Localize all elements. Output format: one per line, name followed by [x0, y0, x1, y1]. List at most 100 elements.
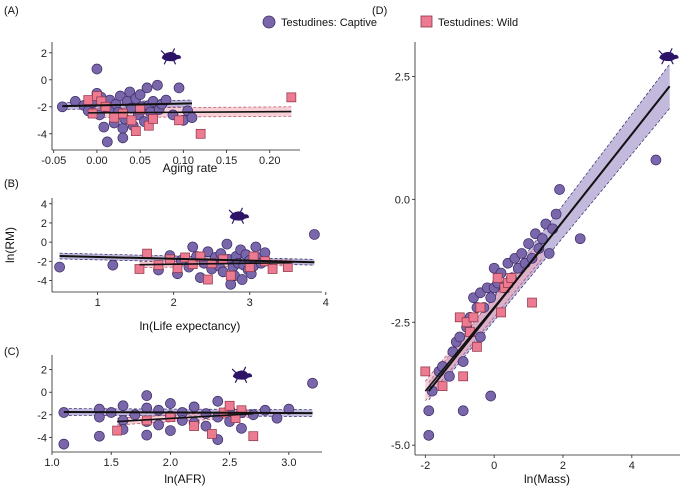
- y-tick-label: 2: [41, 218, 47, 230]
- y-tick-label: -2.5: [391, 317, 410, 329]
- x-tick-label: 2.0: [163, 457, 178, 469]
- legend-captive-label: Testudines: Captive: [281, 17, 377, 29]
- captive-point: [117, 132, 129, 144]
- wild-point: [225, 270, 236, 281]
- wild-point: [437, 381, 448, 392]
- captive-point: [485, 292, 497, 304]
- wild-point: [496, 307, 506, 318]
- x-axis-title: Aging rate: [163, 161, 218, 175]
- captive-point: [221, 238, 233, 250]
- fit-line: [59, 255, 315, 264]
- captive-point: [423, 429, 435, 441]
- captive-point: [550, 208, 562, 220]
- x-tick-label: 1.5: [104, 457, 119, 469]
- band-lower-edge: [63, 414, 313, 417]
- y-tick-label: 2.5: [395, 71, 410, 83]
- fit-line: [117, 412, 254, 423]
- wild-point: [148, 114, 158, 124]
- x-tick-label: 0.10: [173, 155, 194, 167]
- captive-point: [650, 154, 662, 166]
- y-tick-label: -2: [37, 410, 47, 422]
- captive-point: [160, 94, 172, 106]
- panel-label: (A): [4, 5, 19, 17]
- band-lower-edge: [425, 258, 543, 402]
- captive-point: [186, 112, 198, 123]
- fit-line: [62, 102, 193, 108]
- wild-point: [458, 371, 469, 382]
- captive-point: [516, 248, 528, 259]
- captive-point: [574, 233, 586, 245]
- wild-point: [461, 317, 472, 328]
- wild-point: [506, 273, 517, 283]
- x-tick-label: 0.15: [216, 155, 237, 167]
- captive-point: [107, 259, 119, 271]
- fit-line: [63, 410, 313, 415]
- x-tick-label: 1.0: [44, 457, 59, 469]
- y-tick-label: 2: [41, 48, 47, 60]
- turtle-icon: [160, 48, 181, 65]
- x-tick-label: 1: [95, 297, 101, 309]
- y-tick-label: -5.0: [391, 440, 410, 452]
- turtle-shape: [228, 207, 249, 224]
- panel-b-plot: 1 2 3 4 -4 -2 0 2 4: [37, 198, 329, 309]
- captive-point: [536, 233, 548, 245]
- y-tick-label: 2: [41, 365, 47, 377]
- captive-point: [152, 79, 163, 91]
- wild-point: [189, 421, 199, 431]
- captive-point: [454, 331, 466, 343]
- y-tick-label: -4: [37, 275, 47, 287]
- wild-point: [112, 425, 122, 436]
- captive-point: [94, 411, 105, 423]
- captive-point: [187, 241, 199, 253]
- wild-point: [142, 248, 152, 259]
- captive-point: [423, 405, 435, 417]
- captive-point: [124, 86, 136, 98]
- x-tick-label: 2: [171, 297, 177, 309]
- wild-point: [527, 297, 537, 308]
- x-tick-label: 0.05: [129, 155, 150, 167]
- y-tick-label: 0: [41, 237, 47, 249]
- turtle-shape: [160, 48, 181, 65]
- captive-point: [117, 123, 129, 134]
- panel-label: (B): [4, 178, 19, 190]
- wild-point: [180, 252, 190, 263]
- wild-point: [126, 115, 137, 126]
- y-tick-label: 0: [41, 387, 47, 399]
- y-tick-label: 0: [41, 75, 47, 87]
- y-tick-label: 0.0: [395, 194, 410, 206]
- wild-point: [248, 251, 259, 262]
- wild-point: [468, 312, 479, 323]
- fit-line: [139, 261, 292, 266]
- captive-point: [165, 425, 176, 436]
- captive-point: [101, 136, 113, 148]
- turtle-shape: [658, 48, 679, 65]
- turtle-icon: [228, 207, 249, 224]
- captive-point: [271, 412, 283, 424]
- captive-point: [309, 229, 320, 240]
- wild-point: [207, 429, 217, 439]
- captive-point: [54, 261, 65, 273]
- x-tick-label: 3: [247, 297, 253, 309]
- wild-point: [174, 115, 184, 126]
- captive-point: [259, 247, 271, 259]
- wild-point: [130, 126, 141, 136]
- wild-point: [224, 400, 235, 411]
- captive-point: [444, 370, 455, 382]
- wild-point: [195, 128, 206, 139]
- panel-c: (C) 1.0 1.5 2.0 2.5 3.0 -4 -2 0 2 ln(AFR): [4, 346, 322, 486]
- band-upper-edge: [63, 408, 313, 411]
- captive-point: [236, 422, 247, 434]
- captive-point: [543, 248, 555, 259]
- y-tick-label: -4: [37, 129, 47, 141]
- x-tick-label: 3.0: [281, 457, 296, 469]
- captive-point: [457, 356, 469, 367]
- captive-point: [141, 82, 153, 94]
- wild-point: [492, 273, 503, 283]
- wild-point: [286, 92, 297, 103]
- y-tick-label: -4: [37, 432, 47, 444]
- captive-point: [250, 241, 262, 253]
- fit-line: [424, 247, 543, 392]
- wild-point: [203, 274, 213, 285]
- fit-line: [427, 85, 671, 392]
- captive-point: [457, 405, 469, 417]
